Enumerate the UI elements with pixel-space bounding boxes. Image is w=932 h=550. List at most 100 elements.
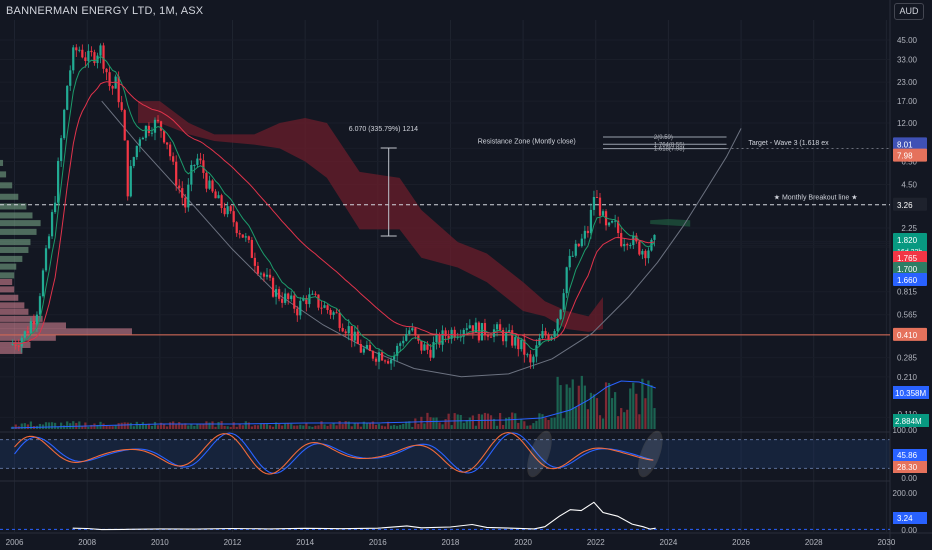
volume-bar (374, 424, 378, 429)
price-tag: 1.660 (897, 276, 918, 285)
volume-bar (371, 421, 375, 429)
candle (553, 331, 556, 337)
candle (226, 206, 229, 215)
candle (202, 160, 205, 173)
volume-bar (217, 422, 220, 429)
y-tick-label: 17.00 (897, 97, 918, 106)
volume-bar (583, 385, 586, 429)
candle (165, 142, 169, 145)
candle (408, 330, 411, 335)
candle (402, 340, 405, 344)
osc-tick-label: 0.00 (901, 526, 917, 535)
volume-bar (72, 421, 75, 429)
volume-bar (196, 424, 199, 429)
volume-bar (169, 422, 172, 429)
volume-bar (153, 421, 157, 429)
volume-bar (377, 423, 381, 429)
volume-bar (81, 425, 84, 429)
volume-bar (229, 426, 232, 429)
candle (271, 277, 275, 297)
stoch-k-line (14, 432, 654, 474)
volume-bar (604, 382, 608, 429)
volume-bar (262, 423, 266, 429)
candle (63, 109, 66, 139)
candle (550, 336, 553, 340)
osc-tag-bg (893, 512, 927, 524)
volume-bar (287, 422, 290, 429)
candle (414, 328, 417, 336)
resistance-cloud (138, 101, 603, 332)
currency-button[interactable]: AUD (894, 3, 924, 20)
candle (223, 208, 226, 215)
volume-bar (356, 422, 359, 429)
volume-bar (483, 412, 487, 429)
candle (17, 345, 20, 347)
highlight-ellipse (637, 430, 663, 478)
candle (462, 329, 465, 337)
volume-bar (60, 422, 63, 429)
volume-bar (520, 418, 523, 429)
volume-bar (547, 420, 550, 429)
volume-bar (241, 425, 244, 429)
candle (268, 274, 272, 278)
price-tag: 0.410 (897, 331, 918, 340)
x-tick-label: 2028 (805, 538, 823, 547)
stoch-tag: 28.30 (897, 463, 918, 472)
candle (153, 119, 157, 133)
candle (538, 338, 541, 346)
candle (135, 145, 138, 158)
volume-bar (495, 425, 499, 429)
x-tick-label: 2022 (587, 538, 605, 547)
volume-profile-bar (0, 193, 19, 200)
candle (396, 345, 399, 356)
volume-bar (138, 423, 141, 429)
price-tag-bg (893, 327, 927, 341)
volume-bar (577, 385, 580, 429)
volume-bar (456, 414, 459, 429)
candle (556, 319, 559, 332)
candle (147, 125, 151, 133)
volume-bar (205, 421, 208, 429)
volume-bar (66, 421, 69, 429)
volume-bar (353, 422, 356, 429)
candle (562, 293, 565, 310)
volume-profile-bar (0, 294, 19, 301)
candle (320, 307, 323, 309)
x-tick-label: 2018 (442, 538, 460, 547)
volume-bar (159, 422, 163, 429)
volume-bar (38, 423, 42, 429)
candle (41, 270, 45, 297)
candle (529, 354, 532, 363)
target-label: Target - Wave 3 (1.618 ex (748, 140, 829, 147)
price-tag-bg (893, 251, 927, 264)
candle (162, 130, 166, 143)
y-tick-label: 0.285 (897, 354, 918, 363)
fib-label: 1.764(8.55) (654, 142, 685, 148)
volume-bar (277, 424, 281, 429)
volume-bar (471, 415, 474, 429)
volume-bar (438, 422, 441, 429)
y-tick-label: 2.25 (901, 224, 917, 233)
volume-bar (556, 376, 559, 429)
volume-bar (623, 412, 626, 429)
x-tick-label: 2030 (877, 538, 895, 547)
volume-bar (23, 423, 26, 429)
volume-bar (535, 420, 538, 429)
candle (350, 326, 353, 341)
candle (193, 164, 196, 166)
volume-bar (341, 424, 344, 429)
volume-bar (350, 426, 353, 429)
volume-bar (477, 413, 481, 429)
candle (277, 289, 281, 299)
candle (99, 45, 102, 56)
candle (208, 180, 211, 189)
volume-bar (78, 421, 81, 429)
volume-profile-bar (0, 315, 43, 322)
candle (447, 335, 450, 339)
candle (84, 57, 87, 61)
x-tick-label: 2020 (514, 538, 532, 547)
candle (205, 172, 208, 189)
price-tag: 1.765 (897, 254, 918, 263)
volume-bar (96, 424, 99, 429)
